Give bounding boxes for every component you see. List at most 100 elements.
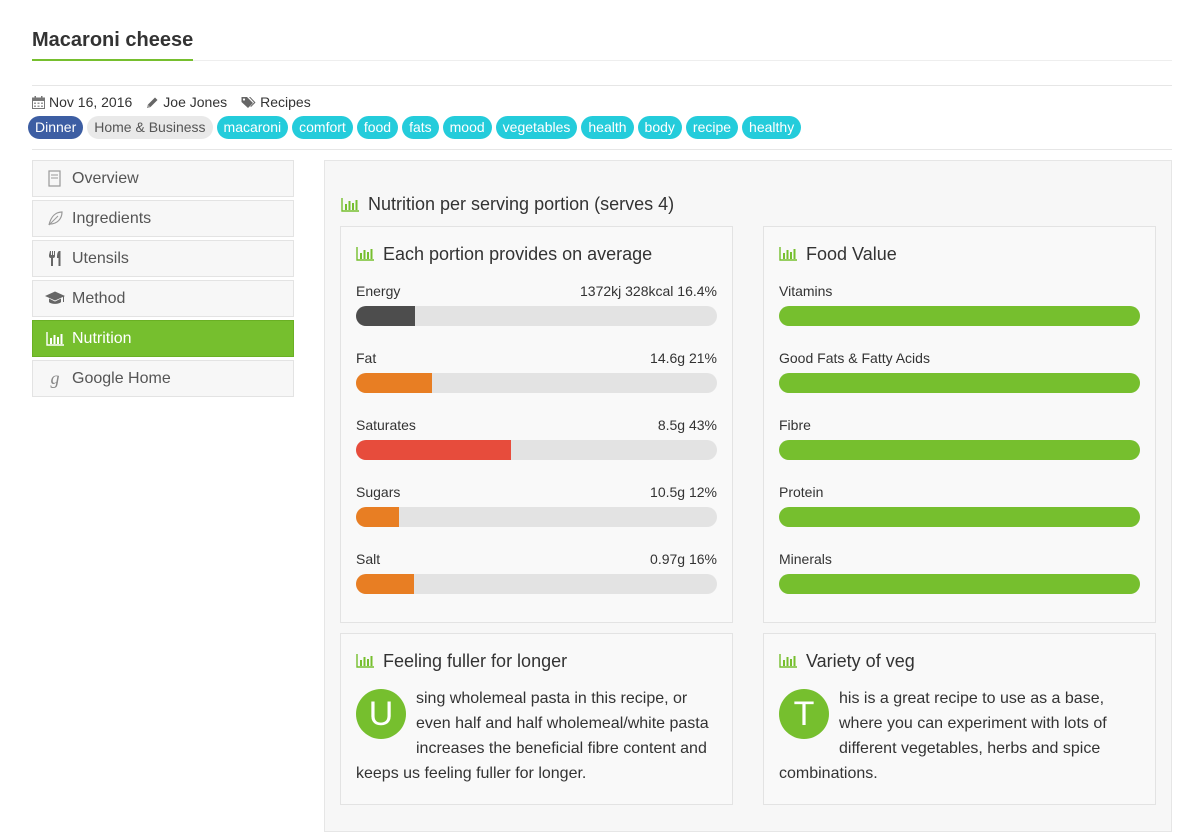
meta-author[interactable]: Joe Jones [146, 94, 227, 110]
progress-track [356, 440, 717, 460]
progress-track [356, 574, 717, 594]
nutrient-label: Energy [356, 283, 401, 299]
nutrient-row-energy: Energy 1372kj 328kcal 16.4% [356, 283, 717, 326]
food-value-label: Good Fats & Fatty Acids [779, 350, 930, 366]
meta-date-text: Nov 16, 2016 [49, 94, 133, 110]
sidebar-item-label: Utensils [72, 249, 129, 267]
tag-list: Dinner Home & Business macaroni comfort … [28, 116, 805, 139]
food-value-label: Vitamins [779, 283, 833, 299]
panel-title-text: Food Value [806, 244, 897, 264]
sidebar-item-utensils[interactable]: Utensils [32, 240, 294, 277]
tag-item[interactable]: healthy [742, 116, 802, 139]
food-value-row: Protein [779, 484, 1140, 527]
food-value-panel: Food Value Vitamins Good Fats & Fatty Ac… [763, 226, 1156, 623]
portion-panel: Each portion provides on average Energy 1… [340, 226, 733, 623]
meta-category-text: Recipes [260, 94, 311, 110]
document-icon [45, 169, 65, 189]
sidebar-item-overview[interactable]: Overview [32, 160, 294, 197]
tag-item[interactable]: macaroni [216, 116, 289, 139]
panel-title: Variety of veg [779, 651, 915, 671]
sidebar-item-ingredients[interactable]: Ingredients [32, 200, 294, 237]
food-value-row: Vitamins [779, 283, 1140, 326]
progress-fill [356, 306, 416, 326]
progress-track [779, 373, 1140, 393]
tag-item[interactable]: food [356, 116, 399, 139]
progress-fill [356, 574, 414, 594]
cutlery-icon [45, 249, 65, 269]
sidebar-item-label: Google Home [72, 369, 171, 387]
progress-fill [779, 507, 1140, 527]
nutrient-value: 10.5g 12% [650, 484, 717, 500]
food-value-row: Fibre [779, 417, 1140, 460]
progress-fill [779, 440, 1140, 460]
sidebar-item-label: Overview [72, 169, 139, 187]
food-value-row: Good Fats & Fatty Acids [779, 350, 1140, 393]
bar-chart-icon [356, 247, 374, 261]
google-icon: g [50, 368, 60, 388]
tag-home-business[interactable]: Home & Business [87, 116, 213, 139]
progress-track [779, 306, 1140, 326]
graduation-cap-icon [45, 289, 65, 309]
tag-item[interactable]: comfort [292, 116, 353, 139]
meta-category[interactable]: Recipes [241, 94, 311, 110]
progress-track [779, 574, 1140, 594]
food-value-label: Protein [779, 484, 824, 500]
progress-track [356, 306, 717, 326]
bar-chart-icon [45, 329, 65, 349]
nutrient-value: 1372kj 328kcal 16.4% [580, 283, 717, 299]
tag-item[interactable]: mood [442, 116, 492, 139]
sidebar-nav: Overview Ingredients Utensils Method Nut… [32, 160, 294, 400]
nutrient-label: Sugars [356, 484, 401, 500]
progress-fill [356, 507, 400, 527]
panel-title-text: Variety of veg [806, 651, 915, 671]
nutrient-label: Salt [356, 551, 381, 567]
food-value-row: Minerals [779, 551, 1140, 594]
progress-fill [356, 373, 432, 393]
bar-chart-icon [779, 247, 797, 261]
tag-dinner[interactable]: Dinner [28, 116, 84, 139]
leaf-icon [45, 209, 65, 229]
sidebar-item-label: Ingredients [72, 209, 152, 227]
calendar-icon [32, 95, 45, 109]
sidebar-item-nutrition[interactable]: Nutrition [32, 320, 294, 357]
dropcap: U [356, 689, 406, 739]
sidebar-item-label: Nutrition [72, 329, 132, 347]
meta-author-text: Joe Jones [163, 94, 228, 110]
progress-track [356, 507, 717, 527]
sidebar-item-method[interactable]: Method [32, 280, 294, 317]
progress-track [779, 507, 1140, 527]
nutrient-label: Fat [356, 350, 377, 366]
tag-item[interactable]: health [581, 116, 634, 139]
nutrient-row-salt: Salt 0.97g 16% [356, 551, 717, 594]
bar-chart-icon [356, 654, 374, 668]
panel-title: Food Value [779, 244, 897, 264]
sidebar-item-label: Method [72, 289, 126, 307]
nutrient-label: Saturates [356, 417, 416, 433]
post-meta: Nov 16, 2016 Joe Jones Recipes [32, 94, 325, 110]
paragraph-text: sing wholemeal pasta in this recipe, or … [356, 690, 709, 782]
progress-fill [356, 440, 512, 460]
tag-item[interactable]: recipe [685, 116, 739, 139]
divider [32, 149, 1172, 150]
progress-fill [779, 306, 1140, 326]
sidebar-item-google-home[interactable]: g Google Home [32, 360, 294, 397]
dropcap: T [779, 689, 829, 739]
bar-chart-icon [341, 197, 359, 212]
tag-item[interactable]: body [637, 116, 682, 139]
nutrition-section: Nutrition per serving portion (serves 4)… [324, 160, 1172, 832]
bar-chart-icon [779, 654, 797, 668]
meta-date: Nov 16, 2016 [32, 94, 132, 110]
panel-title: Each portion provides on average [356, 244, 652, 264]
page-header: Macaroni cheese [32, 0, 1172, 61]
nutrient-row-sugars: Sugars 10.5g 12% [356, 484, 717, 527]
tag-item[interactable]: vegetables [495, 116, 578, 139]
panel-title-text: Feeling fuller for longer [383, 651, 568, 671]
tags-icon [241, 96, 256, 108]
nutrient-row-saturates: Saturates 8.5g 43% [356, 417, 717, 460]
tag-item[interactable]: fats [402, 116, 439, 139]
panel-title: Feeling fuller for longer [356, 651, 567, 671]
